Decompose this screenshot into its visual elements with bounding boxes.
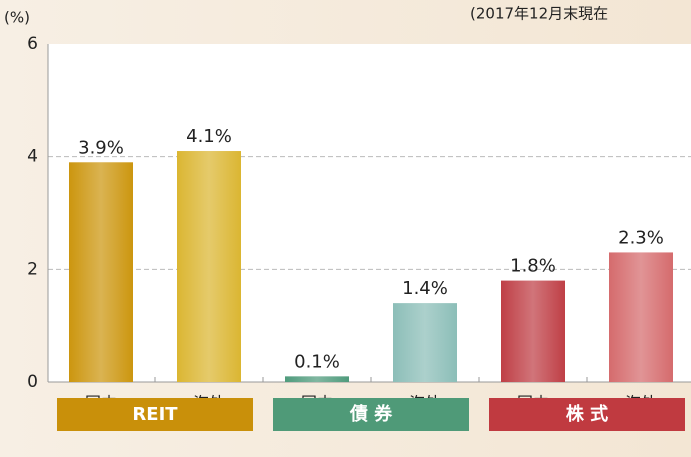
value-label: 1.4% — [402, 278, 448, 299]
plot-area — [48, 44, 691, 382]
y-tick-label: 6 — [27, 34, 38, 54]
value-label: 3.9% — [78, 137, 124, 158]
group-label: 債 券 — [349, 403, 393, 425]
group-box — [273, 398, 469, 431]
bar-shine — [285, 376, 349, 382]
group-label: REIT — [132, 404, 178, 425]
group-label: 株 式 — [566, 403, 608, 425]
value-label: 2.3% — [618, 227, 664, 248]
bar-shine — [501, 280, 565, 382]
note: (2017年12月末現在 — [470, 5, 608, 23]
group-box — [489, 398, 685, 431]
y-tick-label: 2 — [27, 259, 38, 279]
value-label: 0.1% — [294, 351, 340, 372]
y-tick-label: 0 — [27, 372, 38, 392]
group-box — [57, 398, 253, 431]
bar-shine — [393, 303, 457, 382]
y-tick-label: 4 — [27, 147, 38, 167]
bar-shine — [609, 252, 673, 382]
value-label: 4.1% — [186, 126, 232, 147]
y-axis-label: (%) — [4, 9, 30, 27]
value-label: 1.8% — [510, 256, 556, 277]
bar-shine — [177, 151, 241, 382]
bar-shine — [69, 162, 133, 382]
